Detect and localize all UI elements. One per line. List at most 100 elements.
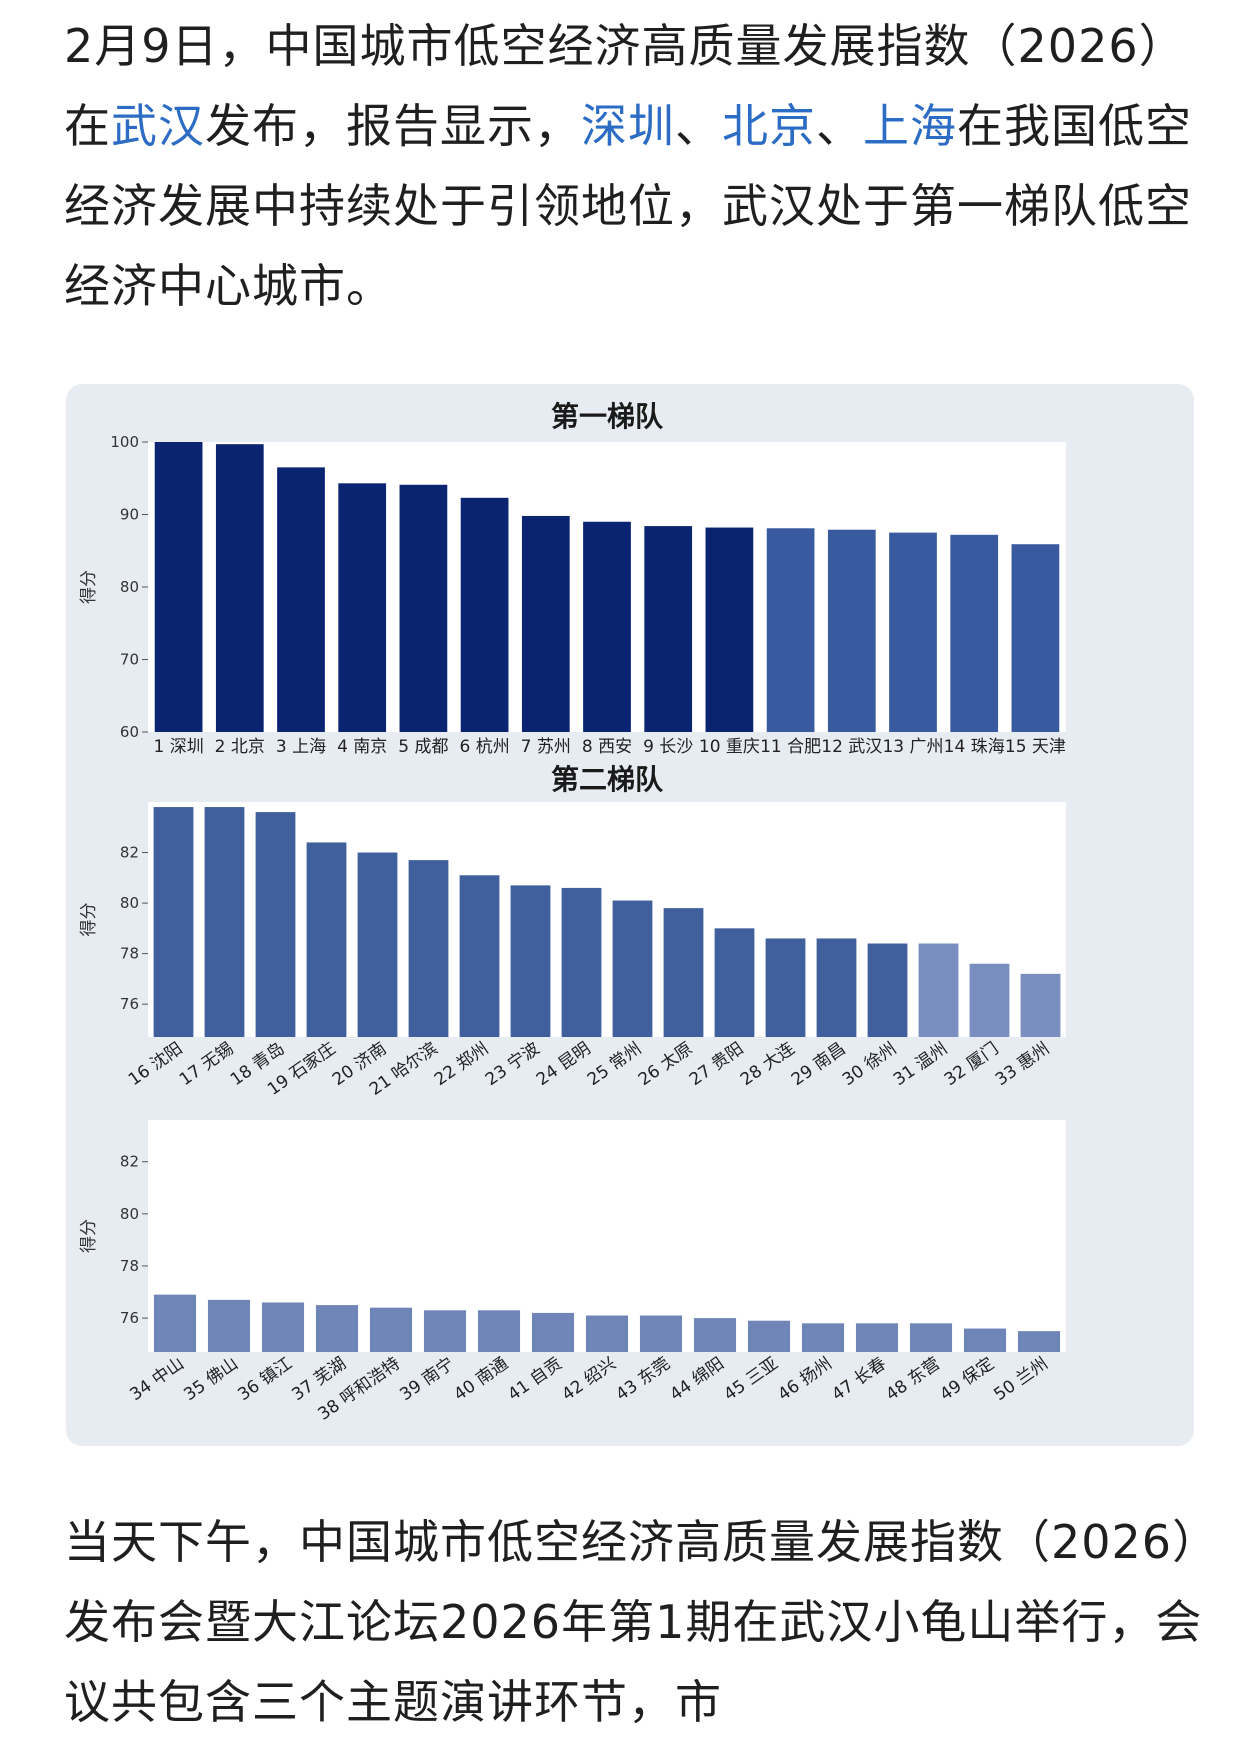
y-axis-label: 得分 [79, 570, 99, 604]
bar [747, 1320, 791, 1352]
x-tick-label: 4 南京 [337, 737, 387, 757]
x-tick-label: 32 厦门 [941, 1039, 1002, 1090]
bar [766, 528, 815, 732]
bar [561, 887, 602, 1037]
y-tick-label: 82 [120, 1153, 139, 1171]
x-tick-label: 5 成都 [398, 737, 448, 757]
x-tick-label: 36 镇江 [234, 1354, 295, 1405]
bar [801, 1323, 845, 1352]
x-tick-label: 13 广州 [882, 737, 943, 757]
bar [1011, 544, 1060, 732]
bar [357, 852, 398, 1037]
x-tick-label: 48 东营 [882, 1354, 943, 1405]
city-link[interactable]: 北京 [722, 99, 816, 153]
bar [969, 963, 1010, 1037]
city-link[interactable]: 上海 [863, 99, 957, 153]
y-tick-label: 76 [120, 995, 139, 1013]
bar [207, 1299, 251, 1352]
x-tick-label: 26 太原 [635, 1039, 696, 1090]
x-tick-label: 7 苏州 [521, 737, 571, 757]
y-axis-label: 得分 [79, 903, 99, 937]
chart-title: 第一梯队 [551, 400, 664, 433]
x-tick-label: 44 绵阳 [666, 1354, 727, 1405]
x-tick-label: 25 常州 [584, 1039, 645, 1090]
bar [315, 1305, 359, 1352]
bar [644, 526, 693, 732]
bar [408, 860, 449, 1037]
bar [153, 1294, 197, 1352]
plot-area [148, 802, 1066, 1037]
x-tick-label: 28 大连 [737, 1039, 798, 1090]
bar [827, 529, 876, 732]
bar [585, 1315, 629, 1352]
paragraph-text: 2月9日，中国城市低空经济高质量发展指数（2026）在 [64, 19, 1186, 153]
x-tick-label: 14 珠海 [944, 737, 1005, 757]
x-tick-label: 50 兰州 [990, 1354, 1051, 1405]
y-axis-label: 得分 [79, 1219, 99, 1253]
x-tick-label: 29 南昌 [788, 1039, 849, 1090]
paragraph-text: 在我国低空经济发展中持续处于引领地位，武汉处于第一梯队低空经济中心城市。 [64, 99, 1192, 313]
x-tick-label: 6 杭州 [459, 737, 509, 757]
x-tick-label: 22 郑州 [431, 1039, 492, 1090]
x-tick-label: 35 佛山 [180, 1354, 241, 1405]
bar [521, 515, 570, 732]
bar [855, 1323, 899, 1352]
x-tick-label: 24 昆明 [533, 1039, 594, 1090]
y-tick-label: 90 [120, 506, 139, 524]
city-link[interactable]: 武汉 [111, 99, 205, 153]
bar [583, 521, 631, 732]
tier-charts: 第一梯队 60 70 80 90 100 得分 1 深圳 2 北京 3 上海 4 南京 5 成都 6 杭… [79, 400, 1066, 1425]
x-tick-label: 43 东莞 [612, 1354, 673, 1405]
x-tick-label: 8 西安 [582, 737, 632, 757]
y-tick-label: 78 [120, 945, 139, 963]
y-tick-label: 78 [120, 1257, 139, 1275]
city-link[interactable]: 深圳 [581, 99, 675, 153]
bar [153, 807, 194, 1037]
bar [510, 885, 551, 1037]
bar [204, 807, 245, 1037]
x-tick-label: 1 深圳 [153, 737, 203, 757]
x-tick-label: 23 宁波 [482, 1039, 543, 1090]
x-tick-label: 42 绍兴 [558, 1354, 619, 1405]
x-tick-label: 45 三亚 [720, 1354, 781, 1405]
x-tick-label: 31 温州 [890, 1039, 951, 1090]
paragraph-text: 发布，报告显示， [205, 99, 581, 153]
bar [277, 467, 325, 732]
x-tick-label: 3 上海 [276, 737, 326, 757]
bar [215, 444, 264, 732]
bar [306, 842, 347, 1037]
bar [261, 1302, 305, 1352]
bar [639, 1315, 683, 1352]
bar [950, 534, 999, 732]
bar [663, 908, 704, 1037]
y-tick-label: 80 [120, 578, 139, 596]
second-paragraph: 当天下午，中国城市低空经济高质量发展指数（2026）发布会暨大江论坛2026年第… [64, 1515, 1203, 1729]
y-tick-label: 80 [120, 1205, 139, 1223]
x-tick-label: 33 惠州 [992, 1039, 1053, 1090]
y-tick-label: 100 [110, 433, 139, 451]
bar [255, 812, 296, 1037]
x-tick-label: 2 北京 [215, 737, 265, 757]
x-tick-label: 17 无锡 [176, 1039, 237, 1090]
x-tick-label: 15 天津 [1005, 737, 1066, 757]
paragraph-text: 、 [816, 99, 863, 153]
bar [531, 1312, 575, 1352]
bar [963, 1328, 1007, 1352]
x-tick-label: 16 沈阳 [125, 1039, 186, 1090]
x-tick-label: 46 扬州 [774, 1354, 835, 1405]
bar [714, 928, 755, 1037]
x-tick-label: 41 自贡 [504, 1354, 565, 1405]
bar [459, 875, 500, 1037]
x-tick-label: 40 南通 [450, 1354, 511, 1405]
bar [918, 943, 959, 1037]
y-tick-label: 80 [120, 894, 139, 912]
y-tick-label: 82 [120, 844, 139, 862]
bar [477, 1310, 521, 1352]
x-tick-label: 11 合肥 [760, 737, 821, 757]
paragraph-text: 、 [675, 99, 722, 153]
x-tick-label: 49 保定 [936, 1354, 997, 1405]
bar [612, 900, 653, 1037]
bar [867, 943, 908, 1037]
x-tick-label: 10 重庆 [699, 737, 760, 757]
